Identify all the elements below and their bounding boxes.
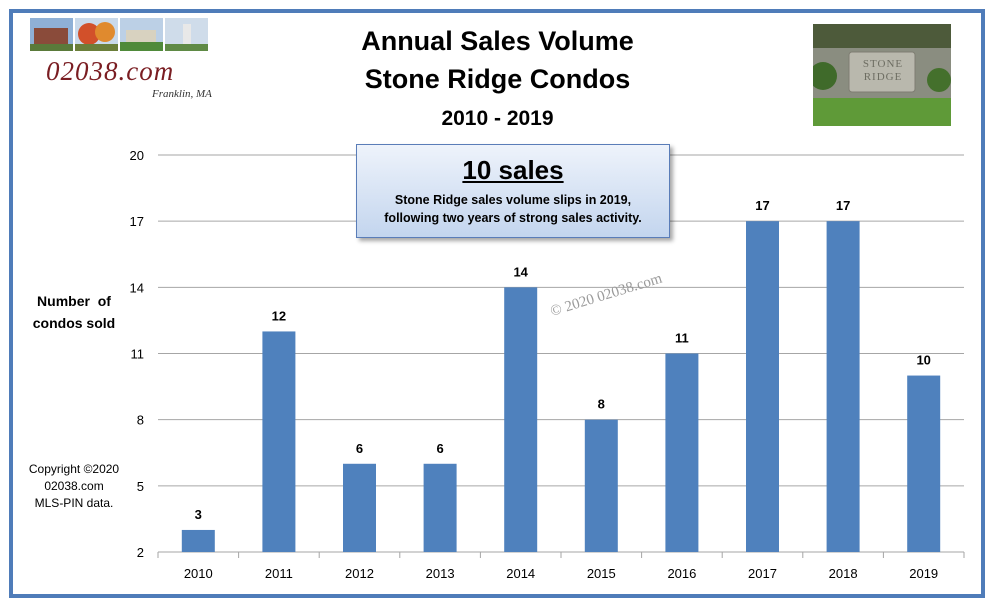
x-tick-label: 2015 (587, 566, 616, 581)
x-tick-label: 2013 (426, 566, 455, 581)
y-axis-label-line2: condos sold (32, 315, 116, 331)
bar (262, 331, 296, 552)
data-label: 17 (755, 198, 769, 213)
logo-photo-foliage (75, 18, 118, 51)
bars (181, 221, 941, 552)
chart-date-range: 2010 - 2019 (441, 107, 554, 130)
logo-photo-building (120, 18, 163, 51)
bar (181, 529, 215, 552)
bar (665, 353, 699, 552)
logo-photo-strip (30, 18, 208, 51)
data-labels: 3 12 6 6 14 8 11 17 17 10 (195, 198, 931, 522)
data-label: 8 (598, 397, 605, 412)
logo-photo-house (30, 18, 73, 51)
y-tick-label: 8 (137, 413, 144, 428)
data-label: 17 (836, 198, 850, 213)
x-tick-label: 2018 (829, 566, 858, 581)
bar (423, 463, 457, 552)
y-tick-labels: 2 5 8 11 14 17 20 (130, 148, 144, 560)
bar (907, 375, 941, 552)
copyright-note: Copyright ©2020 02038.com MLS-PIN data. (14, 461, 134, 512)
y-tick-label: 2 (137, 545, 144, 560)
x-tick-labels: 2010 2011 2012 2013 2014 2015 2016 2017 2018 2019 (184, 566, 938, 581)
data-label: 3 (195, 507, 202, 522)
stone-ridge-sign-photo: STONE RIDGE (813, 24, 951, 126)
x-tick-label: 2012 (345, 566, 374, 581)
sign-text-line1: STONE (862, 58, 904, 70)
callout-line2: following two years of strong sales acti… (384, 211, 642, 225)
bar (826, 221, 860, 552)
site-logo: 02038.com Franklin, MA (28, 18, 228, 102)
data-label: 14 (513, 264, 528, 279)
copyright-line3: MLS-PIN data. (34, 496, 114, 510)
x-tick-label: 2011 (265, 566, 293, 581)
bar (343, 463, 376, 552)
data-label: 12 (272, 308, 286, 323)
y-tick-label: 20 (130, 148, 144, 163)
chart-subtitle: Stone Ridge Condos (364, 64, 631, 94)
callout-line1: Stone Ridge sales volume slips in 2019, (394, 193, 632, 207)
copyright-line1: Copyright ©2020 (28, 462, 120, 476)
x-tick-label: 2014 (506, 566, 535, 581)
x-tick-label: 2010 (184, 566, 213, 581)
bar (584, 419, 618, 552)
callout-headline: 10 sales (462, 155, 564, 185)
y-tick-label: 5 (137, 479, 144, 494)
logo-town-text: Franklin, MA (152, 88, 212, 100)
x-tick-label: 2019 (909, 566, 938, 581)
watermark-text: © 2020 02038.com (548, 271, 664, 320)
x-tick-label: 2017 (748, 566, 777, 581)
y-axis-label-line1: Number of (37, 293, 111, 309)
callout-box: 10 sales Stone Ridge sales volume slips … (356, 144, 670, 238)
y-axis-label: Number of condos sold (14, 290, 134, 334)
data-label: 6 (356, 441, 363, 456)
logo-brand-text: 02038.com (46, 56, 175, 86)
y-tick-label: 17 (130, 214, 144, 229)
sign-text: STONE RIDGE (855, 58, 911, 84)
y-tick-label: 11 (131, 347, 145, 362)
sign-text-line2: RIDGE (863, 71, 903, 83)
y-tick-label: 14 (130, 280, 144, 295)
x-tick-label: 2016 (667, 566, 696, 581)
chart-title: Annual Sales Volume (361, 26, 634, 56)
copyright-line2: 02038.com (44, 479, 104, 493)
data-label: 10 (916, 353, 930, 368)
sign-photo-image (813, 24, 951, 126)
data-label: 6 (436, 441, 443, 456)
callout-text: Stone Ridge sales volume slips in 2019, … (357, 191, 669, 227)
bar (746, 221, 779, 552)
logo-photo-statue (165, 18, 208, 51)
data-label: 11 (675, 331, 689, 346)
bar (504, 287, 538, 552)
